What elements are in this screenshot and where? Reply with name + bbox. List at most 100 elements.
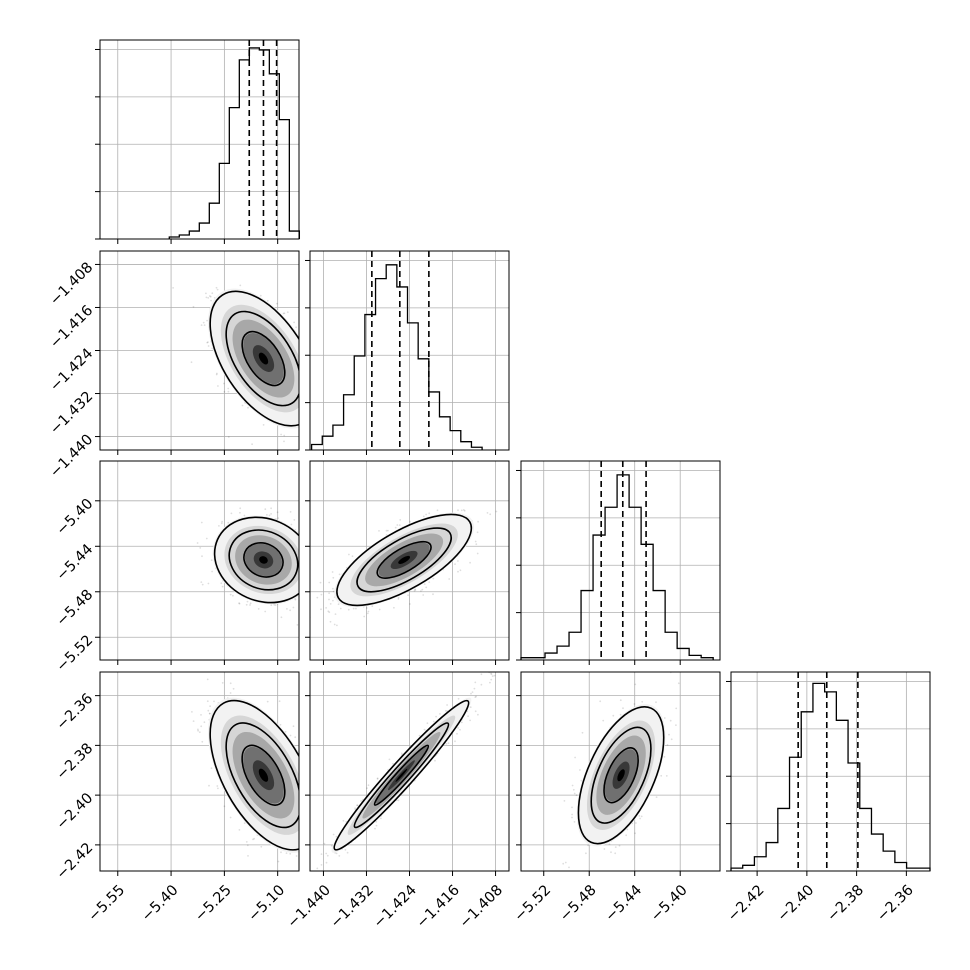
scatter-point: [264, 610, 267, 613]
scatter-point: [477, 520, 479, 523]
contour-line-1: [228, 529, 299, 591]
scatter-point: [300, 583, 302, 585]
scatter-point: [232, 594, 234, 597]
scatter-point: [262, 424, 265, 426]
scatter-point: [201, 555, 203, 558]
scatter-point: [302, 828, 304, 830]
scatter-point: [363, 615, 366, 618]
histogram-step-line: [730, 682, 931, 871]
scatter-point: [290, 523, 293, 526]
scatter-point: [463, 509, 466, 512]
scatter-point: [292, 606, 295, 609]
scatter-point: [366, 612, 369, 615]
scatter-point: [270, 513, 272, 515]
scatter-point: [425, 586, 428, 589]
scatter-point: [355, 607, 357, 610]
scatter-point: [328, 611, 331, 614]
scatter-point: [301, 827, 303, 829]
scatter-point: [280, 433, 282, 436]
scatter-point: [303, 559, 305, 561]
density-level: [259, 556, 268, 564]
scatter-point: [328, 581, 331, 584]
panel-background: [521, 461, 720, 660]
histogram-step-line: [310, 264, 483, 450]
scatter-point: [301, 736, 303, 738]
scatter-point: [200, 324, 203, 326]
scatter-point: [249, 604, 251, 606]
scatter-point: [306, 572, 308, 574]
scatter-point: [239, 284, 242, 287]
scatter-point: [223, 805, 226, 808]
scatter-point: [216, 372, 218, 375]
scatter-point: [304, 406, 306, 408]
scatter-point: [448, 578, 451, 580]
scatter-point: [387, 529, 389, 532]
scatter-point: [301, 378, 303, 380]
scatter-point: [300, 586, 302, 588]
scatter-point: [303, 368, 305, 370]
scatter-point: [300, 595, 302, 597]
scatter-point: [303, 372, 305, 374]
scatter-point: [300, 372, 302, 374]
scatter-point: [306, 381, 308, 383]
scatter-point: [300, 299, 302, 301]
scatter-point: [207, 582, 210, 585]
scatter-point: [238, 602, 241, 605]
scatter-point: [211, 570, 214, 573]
scatter-point: [328, 592, 330, 595]
scatter-point: [302, 401, 304, 403]
scatter-point: [306, 339, 308, 341]
scatter-point: [192, 720, 195, 722]
scatter-point: [351, 555, 354, 558]
scatter-point: [264, 508, 267, 511]
scatter-point: [229, 593, 232, 596]
scatter-point: [227, 521, 230, 524]
scatter-point: [352, 607, 355, 610]
scatter-point: [378, 608, 381, 611]
scatter-point: [302, 389, 304, 391]
scatter-point: [208, 295, 211, 297]
scatter-point: [457, 570, 459, 573]
scatter-point: [423, 583, 426, 585]
scatter-point: [303, 356, 305, 358]
scatter-point: [230, 512, 233, 515]
scatter-point: [257, 608, 260, 610]
scatter-point: [393, 606, 395, 609]
scatter-point: [301, 361, 303, 363]
scatter-point: [301, 584, 303, 586]
scatter-point: [246, 600, 249, 603]
scatter-point: [332, 599, 334, 602]
scatter-point: [422, 515, 425, 518]
scatter-point: [286, 608, 288, 610]
scatter-point: [457, 509, 459, 512]
contour-line-0: [336, 513, 473, 607]
contour-line-2: [241, 330, 286, 387]
scatter-point: [378, 530, 380, 532]
scatter-point: [304, 543, 306, 545]
scatter-point: [432, 593, 434, 596]
scatter-point: [428, 581, 431, 583]
scatter-point: [308, 577, 310, 579]
contour-line-2: [376, 540, 432, 579]
scatter-point: [300, 389, 302, 391]
scatter-point: [300, 514, 302, 516]
scatter-point: [302, 785, 304, 787]
scatter-point: [303, 406, 305, 408]
histogram-panel-0: [95, 39, 301, 244]
scatter-point: [301, 544, 303, 546]
scatter-point: [223, 390, 226, 393]
scatter-point: [327, 610, 330, 613]
scatter-point: [432, 577, 435, 580]
scatter-point: [305, 531, 307, 533]
scatter-point: [207, 297, 210, 299]
scatter-point: [338, 573, 341, 576]
scatter-point: [302, 524, 304, 526]
scatter-point: [273, 603, 276, 606]
scatter-point: [305, 573, 307, 575]
scatter-point: [303, 531, 305, 533]
scatter-point: [292, 725, 295, 728]
scatter-point: [289, 511, 292, 513]
scatter-point: [331, 571, 334, 573]
scatter-point: [332, 576, 335, 579]
scatter-point: [348, 553, 350, 556]
